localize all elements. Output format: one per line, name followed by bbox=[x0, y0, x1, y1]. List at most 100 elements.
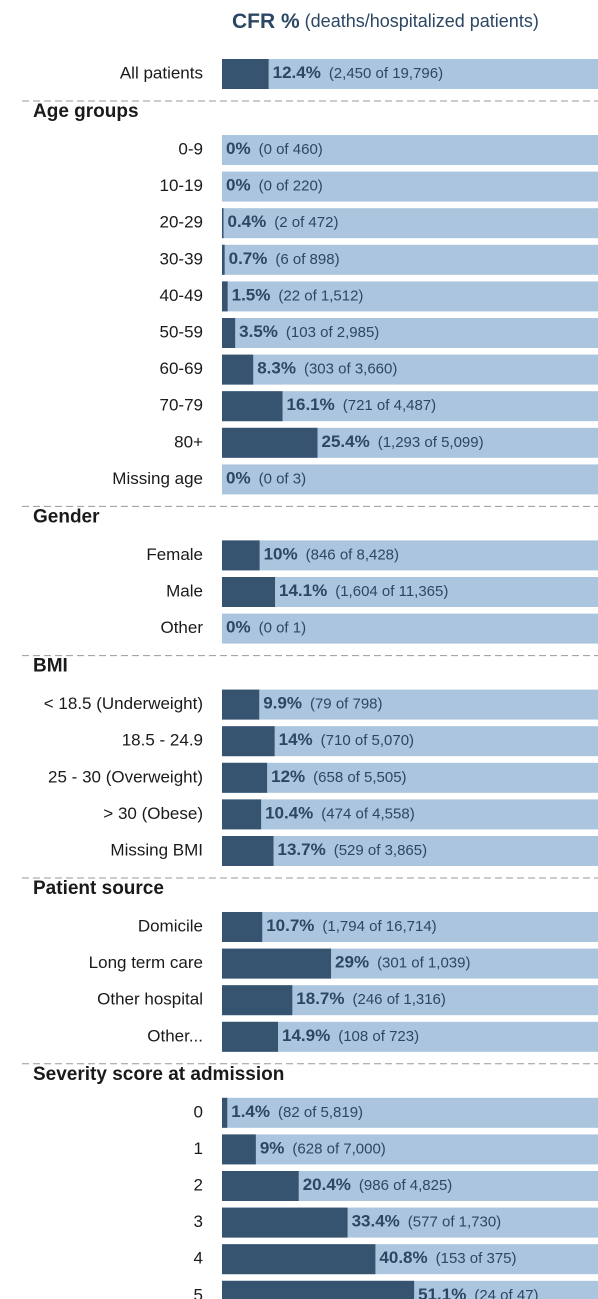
bar-track bbox=[222, 726, 598, 757]
category-label: 80+ bbox=[174, 432, 203, 451]
value: 10.4% bbox=[265, 804, 313, 823]
count-note: (986 of 4,825) bbox=[359, 1177, 452, 1194]
value: 0% bbox=[226, 139, 251, 158]
count-note: (0 of 3) bbox=[259, 470, 307, 487]
count-note: (103 of 2,985) bbox=[286, 324, 379, 341]
value: 0.7% bbox=[229, 249, 268, 268]
value-label: 51.1% (24 of 47) bbox=[418, 1285, 538, 1299]
count-note: (301 of 1,039) bbox=[377, 955, 470, 972]
value-label: 9.9% (79 of 798) bbox=[263, 694, 382, 713]
category-label: 1 bbox=[194, 1139, 203, 1158]
value: 10% bbox=[264, 545, 298, 564]
value: 20.4% bbox=[303, 1175, 351, 1194]
value: 1.5% bbox=[232, 286, 271, 305]
category-label: 18.5 - 24.9 bbox=[122, 731, 203, 750]
category-label: Male bbox=[166, 581, 203, 600]
count-note: (2 of 472) bbox=[274, 214, 338, 231]
value-label: 1.5% (22 of 1,512) bbox=[232, 286, 364, 305]
category-label: 0-9 bbox=[178, 139, 203, 158]
bar bbox=[222, 391, 283, 422]
count-note: (1,604 of 11,365) bbox=[335, 583, 448, 600]
category-label: Female bbox=[146, 545, 203, 564]
value-label: 29% (301 of 1,039) bbox=[335, 953, 470, 972]
bar-track bbox=[222, 1134, 598, 1165]
category-label: Long term care bbox=[89, 953, 203, 972]
count-note: (710 of 5,070) bbox=[321, 732, 414, 749]
bar bbox=[222, 799, 262, 830]
count-note: (0 of 220) bbox=[259, 178, 323, 195]
count-note: (303 of 3,660) bbox=[304, 361, 397, 378]
value-label: 14% (710 of 5,070) bbox=[279, 731, 414, 750]
group-heading: Patient source bbox=[33, 878, 164, 899]
value-label: 10.4% (474 of 4,558) bbox=[265, 804, 415, 823]
value: 29% bbox=[335, 953, 369, 972]
value-label: 0% (0 of 3) bbox=[226, 469, 306, 488]
value: 14.1% bbox=[279, 581, 327, 600]
count-note: (6 of 898) bbox=[275, 251, 339, 268]
category-label: Missing age bbox=[112, 469, 203, 488]
category-label: 20-29 bbox=[160, 213, 203, 232]
value: 16.1% bbox=[287, 396, 335, 415]
bar-track bbox=[222, 912, 598, 942]
value-label: 0% (0 of 1) bbox=[226, 618, 306, 637]
value-label: 20.4% (986 of 4,825) bbox=[303, 1175, 453, 1194]
bar-track bbox=[222, 318, 598, 348]
value-label: 0.4% (2 of 472) bbox=[228, 213, 339, 232]
bar bbox=[222, 318, 236, 348]
bar-track bbox=[222, 1097, 598, 1128]
value-label: 16.1% (721 of 4,487) bbox=[287, 396, 437, 415]
bar bbox=[222, 762, 268, 793]
category-label: Other... bbox=[147, 1026, 203, 1045]
value: 14% bbox=[279, 731, 313, 750]
group-heading: BMI bbox=[33, 656, 68, 677]
value: 3.5% bbox=[239, 322, 278, 341]
bar-track bbox=[222, 59, 598, 89]
category-label: < 18.5 (Underweight) bbox=[44, 694, 203, 713]
bar-track bbox=[222, 689, 598, 720]
value: 8.3% bbox=[257, 359, 296, 378]
bar bbox=[222, 1097, 228, 1128]
bar bbox=[222, 1280, 415, 1299]
value-label: 14.9% (108 of 723) bbox=[282, 1026, 419, 1045]
bar-track bbox=[222, 244, 598, 275]
category-label: Missing BMI bbox=[110, 840, 203, 859]
value-label: 40.8% (153 of 375) bbox=[379, 1249, 516, 1268]
category-label: 50-59 bbox=[160, 322, 203, 341]
count-note: (108 of 723) bbox=[338, 1028, 419, 1045]
category-label: 60-69 bbox=[160, 359, 203, 378]
value: 9% bbox=[260, 1139, 285, 1158]
value: 0% bbox=[226, 618, 251, 637]
bar-track bbox=[222, 171, 598, 202]
value-label: 14.1% (1,604 of 11,365) bbox=[279, 581, 448, 600]
bar bbox=[222, 689, 260, 720]
group-heading: Age groups bbox=[33, 101, 139, 122]
category-label: 2 bbox=[194, 1175, 203, 1194]
value: 18.7% bbox=[296, 990, 344, 1009]
category-label: 30-39 bbox=[160, 249, 203, 268]
count-note: (658 of 5,505) bbox=[313, 769, 406, 786]
category-label: Domicile bbox=[138, 916, 203, 935]
bar-track bbox=[222, 799, 598, 830]
category-label: Other bbox=[160, 618, 203, 637]
bar bbox=[222, 912, 263, 942]
bar-track bbox=[222, 1021, 598, 1052]
count-note: (2,450 of 19,796) bbox=[329, 65, 443, 82]
category-label: 0 bbox=[194, 1102, 203, 1121]
bar-track bbox=[222, 464, 598, 495]
bar-track bbox=[222, 540, 598, 571]
value-label: 0% (0 of 220) bbox=[226, 176, 323, 195]
bar-track bbox=[222, 135, 598, 165]
count-note: (529 of 3,865) bbox=[334, 842, 427, 859]
count-note: (1,794 of 16,714) bbox=[322, 918, 436, 935]
category-label: > 30 (Obese) bbox=[103, 804, 203, 823]
bar bbox=[222, 208, 224, 239]
bar-track bbox=[222, 391, 598, 422]
bar bbox=[222, 59, 269, 89]
category-label: 40-49 bbox=[160, 286, 203, 305]
value-label: 18.7% (246 of 1,316) bbox=[296, 990, 446, 1009]
bar bbox=[222, 948, 332, 979]
value-label: 33.4% (577 of 1,730) bbox=[352, 1212, 502, 1231]
bar bbox=[222, 577, 276, 607]
count-note: (22 of 1,512) bbox=[278, 287, 363, 304]
